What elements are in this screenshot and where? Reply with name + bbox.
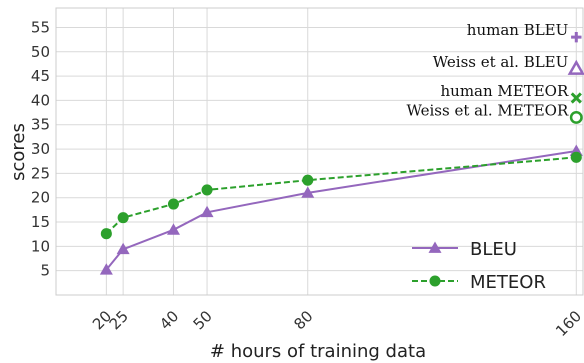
y-tick-label: 25 bbox=[31, 164, 50, 182]
annotation-marker bbox=[571, 112, 581, 122]
y-tick-label: 45 bbox=[31, 67, 50, 85]
x-axis-label: # hours of training data bbox=[210, 341, 426, 362]
y-tick-label: 40 bbox=[31, 91, 50, 109]
x-tick-label: 25 bbox=[106, 307, 132, 333]
annotation-label: human BLEU bbox=[467, 21, 569, 39]
annotation-label: Weiss et al. BLEU bbox=[433, 53, 569, 71]
x-tick-label: 40 bbox=[156, 307, 182, 333]
x-tick-label: 50 bbox=[190, 307, 216, 333]
legend: BLEU METEOR bbox=[412, 239, 546, 293]
y-tick-label: 35 bbox=[31, 116, 50, 134]
annotation-marker bbox=[571, 32, 581, 42]
series-point bbox=[202, 184, 213, 195]
x-tick-label: 160 bbox=[552, 307, 584, 340]
legend-label: BLEU bbox=[470, 239, 517, 260]
legend-marker bbox=[429, 275, 440, 286]
y-ticks: 5 10 15 20 25 30 35 40 45 50 55 bbox=[31, 18, 50, 279]
annotation-marker bbox=[570, 62, 583, 73]
legend-label: METEOR bbox=[470, 272, 546, 293]
y-tick-label: 10 bbox=[31, 237, 50, 255]
y-tick-label: 5 bbox=[40, 262, 50, 280]
series-point bbox=[101, 228, 112, 239]
series-point bbox=[167, 223, 180, 234]
y-tick-label: 15 bbox=[31, 213, 50, 231]
x-tick-label: 80 bbox=[290, 307, 316, 333]
y-tick-label: 55 bbox=[31, 18, 50, 36]
series-point bbox=[118, 212, 129, 223]
annotation-label: human METEOR bbox=[441, 82, 569, 100]
y-tick-label: 30 bbox=[31, 140, 50, 158]
y-tick-label: 50 bbox=[31, 43, 50, 61]
series-point bbox=[168, 199, 179, 210]
series-point bbox=[302, 175, 313, 186]
series-point bbox=[571, 152, 582, 163]
annotations: human BLEU Weiss et al. BLEU human METEORW… bbox=[406, 21, 582, 122]
y-axis-label: scores bbox=[8, 123, 29, 181]
annotation-label: Weiss et al. METEOR bbox=[406, 101, 569, 119]
y-tick-label: 20 bbox=[31, 189, 50, 207]
